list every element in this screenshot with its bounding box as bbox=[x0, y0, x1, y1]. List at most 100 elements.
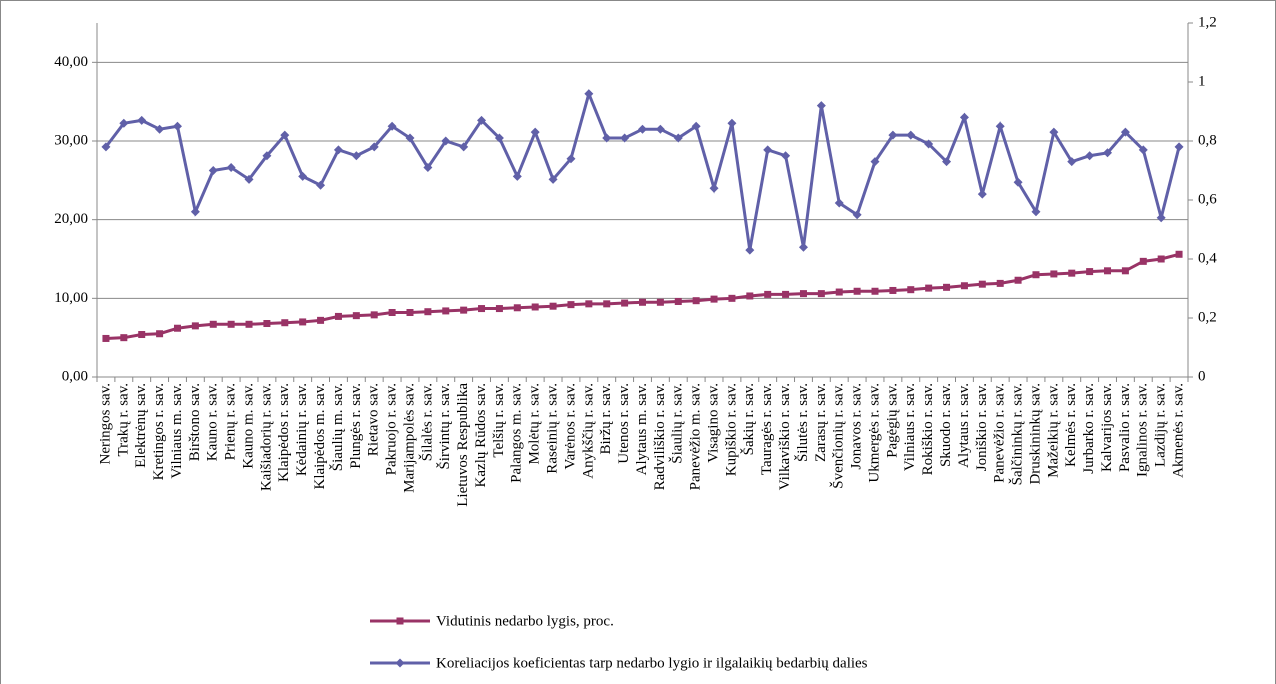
data-point bbox=[1156, 213, 1166, 223]
data-point bbox=[763, 145, 773, 155]
x-tick-label: Šilalės r. sav. bbox=[418, 383, 435, 461]
x-tick-label: Alytaus r. sav. bbox=[956, 383, 972, 468]
x-tick-label: Birštono sav. bbox=[187, 383, 203, 461]
x-tick-label: Klaipėdos m. sav. bbox=[312, 383, 328, 490]
x-tick-label: Utenos r. sav. bbox=[616, 383, 632, 464]
data-point bbox=[1085, 151, 1095, 161]
data-point bbox=[853, 287, 861, 295]
y-tick-label: 20,00 bbox=[54, 211, 88, 227]
x-tick-label: Pakruojo r. sav. bbox=[384, 383, 400, 475]
data-point bbox=[102, 334, 110, 342]
data-point bbox=[317, 316, 325, 324]
data-point bbox=[495, 305, 503, 313]
x-tick-label: Kauno m. sav. bbox=[240, 383, 256, 469]
y-tick-label: 30,00 bbox=[54, 132, 88, 148]
data-point bbox=[781, 151, 791, 161]
data-point bbox=[674, 297, 682, 305]
data-point bbox=[1157, 255, 1165, 263]
x-tick-label: Trakų r. sav. bbox=[115, 383, 131, 456]
y2-tick-label: 0 bbox=[1198, 368, 1206, 384]
data-point bbox=[262, 151, 272, 161]
x-tick-label: Rokiškio r. sav. bbox=[920, 383, 936, 475]
data-point bbox=[478, 305, 486, 313]
data-point bbox=[817, 290, 825, 298]
data-point bbox=[566, 154, 576, 164]
data-point bbox=[798, 242, 808, 252]
data-point bbox=[639, 298, 646, 306]
y2-tick-label: 0,6 bbox=[1198, 191, 1217, 207]
data-point bbox=[907, 286, 915, 294]
data-point bbox=[1068, 269, 1076, 277]
x-tick-label: Joniškio r. sav. bbox=[974, 383, 990, 471]
x-tick-label: Lazdijų r. sav. bbox=[1153, 383, 1169, 467]
data-point bbox=[423, 163, 433, 173]
data-point bbox=[424, 308, 432, 316]
y2-tick-label: 1 bbox=[1198, 73, 1206, 89]
x-tick-label: Druskininkų sav. bbox=[1027, 383, 1043, 485]
data-point bbox=[1031, 207, 1041, 217]
data-point bbox=[960, 282, 968, 290]
x-tick-label: Rietavo sav. bbox=[366, 383, 382, 456]
data-point bbox=[352, 312, 360, 320]
data-point bbox=[120, 334, 128, 342]
data-point bbox=[191, 322, 199, 330]
data-point bbox=[138, 331, 146, 339]
data-point bbox=[442, 307, 450, 315]
data-point bbox=[1067, 157, 1077, 167]
data-point bbox=[585, 300, 593, 308]
x-tick-label: Kėdainių r. sav. bbox=[294, 383, 310, 476]
data-point bbox=[494, 133, 504, 143]
x-tick-label: Plungės r. sav. bbox=[348, 383, 364, 469]
data-point bbox=[1014, 276, 1022, 284]
data-point bbox=[299, 318, 307, 326]
x-tick-label: Palangos m. sav. bbox=[509, 383, 525, 483]
data-point bbox=[1121, 267, 1129, 275]
y-tick-label: 10,00 bbox=[54, 290, 88, 306]
x-tick-label: Vilniaus m. sav. bbox=[169, 383, 185, 479]
data-point bbox=[156, 330, 164, 338]
data-point bbox=[137, 115, 147, 125]
data-point bbox=[996, 279, 1004, 287]
data-point bbox=[1049, 127, 1059, 137]
data-point bbox=[351, 151, 361, 161]
x-tick-label: Telšių r. sav. bbox=[491, 383, 507, 458]
data-point bbox=[959, 112, 969, 122]
x-tick-label: Kauno r. sav. bbox=[205, 383, 221, 461]
data-point bbox=[155, 124, 165, 134]
data-point bbox=[943, 283, 951, 291]
data-point bbox=[673, 133, 683, 143]
data-point bbox=[101, 142, 111, 152]
data-point bbox=[655, 124, 665, 134]
x-tick-label: Švenčionių r. sav. bbox=[830, 383, 847, 489]
data-point bbox=[316, 180, 326, 190]
data-point bbox=[1174, 142, 1184, 152]
y-tick-label: 40,00 bbox=[54, 54, 88, 70]
data-point bbox=[1104, 267, 1112, 275]
x-tick-label: Panevėžio r. sav. bbox=[992, 383, 1008, 483]
data-point bbox=[441, 136, 451, 146]
x-tick-label: Kalvarijos sav. bbox=[1099, 383, 1115, 472]
x-tick-label: Kazlų Rūdos sav. bbox=[473, 383, 489, 487]
x-tick-label: Neringos sav. bbox=[97, 383, 113, 465]
data-point bbox=[942, 157, 952, 167]
data-point bbox=[119, 118, 129, 128]
data-point bbox=[692, 297, 700, 305]
data-point bbox=[245, 320, 253, 328]
data-point bbox=[709, 183, 719, 193]
data-point bbox=[172, 121, 182, 131]
x-tick-label: Ukmergės r. sav. bbox=[866, 383, 882, 483]
x-tick-label: Alytaus m. sav. bbox=[634, 383, 650, 475]
data-point bbox=[746, 292, 754, 300]
data-point bbox=[835, 288, 843, 296]
legend-label: Koreliacijos koeficientas tarp nedarbo l… bbox=[436, 655, 868, 671]
data-point bbox=[1175, 250, 1183, 258]
data-point bbox=[334, 312, 342, 320]
data-point bbox=[603, 300, 611, 308]
x-tick-label: Anykščių r. sav. bbox=[580, 383, 596, 479]
x-tick-label: Varėnos r. sav. bbox=[562, 383, 578, 470]
data-point bbox=[727, 118, 737, 128]
x-tick-label: Marijampolės sav. bbox=[401, 383, 417, 493]
x-tick-label: Pagėgių sav. bbox=[884, 383, 900, 458]
data-point bbox=[889, 286, 897, 294]
